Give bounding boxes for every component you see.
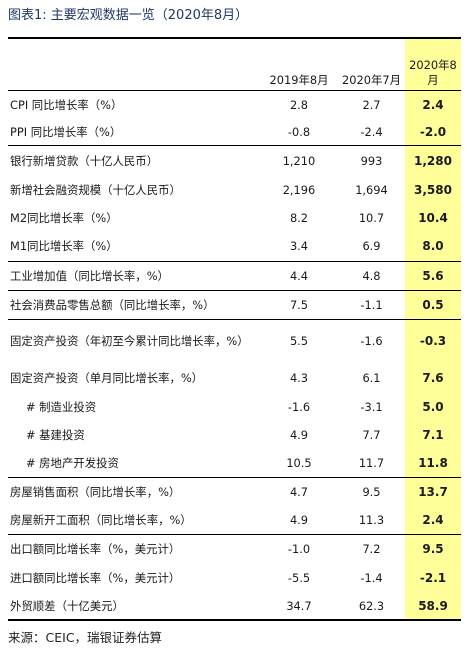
cell-2020-aug: 0.5: [405, 289, 461, 319]
cell-2020-aug: 8.0: [405, 232, 461, 261]
cell-2019-aug: 4.3: [289, 370, 309, 385]
cell-2020-aug: 5.0: [405, 392, 461, 421]
row-label: 银行新增贷款（十亿人民币）: [8, 144, 260, 176]
cell-2020-aug: 11.8: [405, 449, 461, 477]
cell-2019-aug: 3.4: [289, 239, 309, 254]
row-label: # 基建投资: [26, 428, 85, 442]
table-row: 房屋销售面积（同比增长率，%） 4.7 9.5 13.7: [8, 476, 461, 507]
table-title: 图表1: 主要宏观数据一览（2020年8月）: [8, 8, 249, 23]
cell-2020-aug: 5.6: [405, 260, 461, 290]
cell-2020-aug: 3,580: [405, 176, 461, 204]
cell-2020-aug: 7.6: [405, 363, 461, 392]
row-label: 固定资产投资（单月同比增长率，%）: [10, 370, 204, 385]
row-label: 社会消费品零售总额（同比增长率，%）: [8, 289, 260, 319]
cell-2020-jul: -1.1: [338, 289, 405, 319]
cell-2019-aug: 4.7: [260, 476, 338, 507]
table-row: 新增社会融资规模（十亿人民币） 2,196 1,694 3,580: [8, 176, 461, 204]
title-rule: [8, 37, 461, 39]
table-row: 工业增加值（同比增长率，%） 4.4 4.8 5.6: [8, 260, 461, 290]
cell-2020-jul: -1.6: [338, 318, 405, 363]
cell-2020-jul: 11.3: [358, 513, 385, 528]
cell-2019-aug: 1,210: [260, 144, 338, 176]
cell-2020-jul: 2.7: [362, 97, 381, 112]
row-label: PPI 同比增长率（%）: [10, 124, 122, 139]
table-row: M1同比增长率（%） 3.4 6.9 8.0: [8, 232, 461, 261]
table-row: M2同比增长率（%） 8.2 10.7 10.4: [8, 204, 461, 232]
cell-2020-jul: -2.4: [360, 124, 383, 139]
cell-2019-aug: 5.5: [260, 318, 338, 363]
cell-2020-aug: 9.5: [405, 533, 461, 564]
cell-2020-aug: -2.1: [405, 564, 461, 592]
source-note: 来源：CEIC，瑞银证券估算: [8, 630, 163, 645]
cell-2019-aug: 8.2: [289, 211, 309, 225]
table-row: 外贸顺差（十亿美元） 34.7 62.3 58.9: [8, 592, 461, 621]
row-label: 房屋新开工面积（同比增长率，%）: [10, 513, 192, 528]
cell-2020-aug: 13.7: [405, 476, 461, 507]
cell-2020-jul: 1,694: [355, 183, 388, 197]
cell-2020-jul: 7.2: [338, 533, 405, 564]
cell-2019-aug: 2,196: [282, 183, 316, 197]
cell-2020-jul: 6.9: [362, 239, 381, 254]
table-row: 进口额同比增长率（%，美元计） -5.5 -1.4 -2.1: [8, 564, 461, 592]
cell-2019-aug: 10.5: [286, 455, 312, 470]
cell-2020-jul: 4.8: [338, 260, 405, 290]
row-label: 外贸顺差（十亿美元）: [8, 592, 260, 621]
cell-2020-aug: 2.4: [405, 90, 461, 119]
cell-2020-aug: -0.3: [405, 318, 461, 363]
cell-2019-aug: -1.0: [260, 533, 338, 564]
cell-2020-aug: 1,280: [405, 144, 461, 176]
row-label: M2同比增长率（%）: [10, 211, 118, 225]
row-label: CPI 同比增长率（%）: [10, 97, 123, 112]
table-row: 社会消费品零售总额（同比增长率，%） 7.5 -1.1 0.5: [8, 289, 461, 319]
cell-2019-aug: -5.5: [287, 571, 311, 585]
table-row: PPI 同比增长率（%） -0.8 -2.4 -2.0: [8, 119, 461, 145]
table-row: 出口额同比增长率（%，美元计） -1.0 7.2 9.5: [8, 533, 461, 564]
row-label: # 制造业投资: [26, 399, 97, 414]
table-row: # 房地产开发投资 10.5 11.7 11.8: [8, 449, 461, 477]
table-row: 银行新增贷款（十亿人民币） 1,210 993 1,280: [8, 144, 461, 176]
cell-2019-aug: -0.8: [287, 124, 311, 139]
row-label: 固定资产投资（年初至今累计同比增长率，%）: [8, 318, 260, 363]
table-row: 固定资产投资（单月同比增长率，%） 4.3 6.1 7.6: [8, 363, 461, 392]
cell-2020-jul: 6.1: [362, 370, 381, 385]
cell-2019-aug: 4.4: [260, 260, 338, 290]
row-label: 房屋销售面积（同比增长率，%）: [8, 476, 260, 507]
header-2019-aug: 2019年8月: [260, 39, 338, 91]
cell-2019-aug: 2.8: [289, 97, 309, 112]
cell-2020-jul: 10.7: [358, 211, 385, 225]
header-2020-jul: 2020年7月: [338, 39, 405, 91]
row-label: 出口额同比增长率（%，美元计）: [8, 533, 260, 564]
header-2020-aug: 2020年8月: [405, 39, 461, 91]
table-row: 房屋新开工面积（同比增长率，%） 4.9 11.3 2.4: [8, 507, 461, 534]
cell-2020-jul: 993: [338, 144, 405, 176]
macro-data-table: 2019年8月 2020年7月 2020年8月 CPI 同比增长率（%） 2.8…: [8, 39, 461, 621]
cell-2020-jul: 62.3: [338, 592, 405, 621]
cell-2020-jul: -1.4: [360, 571, 383, 585]
cell-2020-jul: 11.7: [358, 455, 385, 470]
row-label: M1同比增长率（%）: [10, 239, 118, 254]
table-row: 固定资产投资（年初至今累计同比增长率，%） 5.5 -1.6 -0.3: [8, 318, 461, 363]
cell-2020-aug: -2.0: [405, 119, 461, 145]
row-label: 新增社会融资规模（十亿人民币）: [10, 183, 181, 197]
cell-2020-jul: 9.5: [338, 476, 405, 507]
row-label: # 房地产开发投资: [26, 455, 119, 470]
row-label: 工业增加值（同比增长率，%）: [8, 260, 260, 290]
cell-2020-aug: 10.4: [405, 204, 461, 232]
cell-2019-aug: 4.9: [289, 428, 309, 442]
cell-2020-aug: 7.1: [405, 421, 461, 449]
row-label: 进口额同比增长率（%，美元计）: [10, 571, 181, 585]
table-row: # 基建投资 4.9 7.7 7.1: [8, 421, 461, 449]
table-row: CPI 同比增长率（%） 2.8 2.7 2.4: [8, 90, 461, 119]
cell-2020-aug: 58.9: [405, 592, 461, 621]
cell-2020-jul: 7.7: [362, 428, 381, 442]
cell-2020-aug: 2.4: [405, 507, 461, 534]
cell-2019-aug: 4.9: [289, 513, 309, 528]
cell-2019-aug: 34.7: [260, 592, 338, 621]
header-blank: [8, 39, 260, 91]
cell-2020-jul: -3.1: [360, 399, 383, 414]
cell-2019-aug: 7.5: [260, 289, 338, 319]
table-row: # 制造业投资 -1.6 -3.1 5.0: [8, 392, 461, 421]
cell-2019-aug: -1.6: [287, 399, 311, 414]
